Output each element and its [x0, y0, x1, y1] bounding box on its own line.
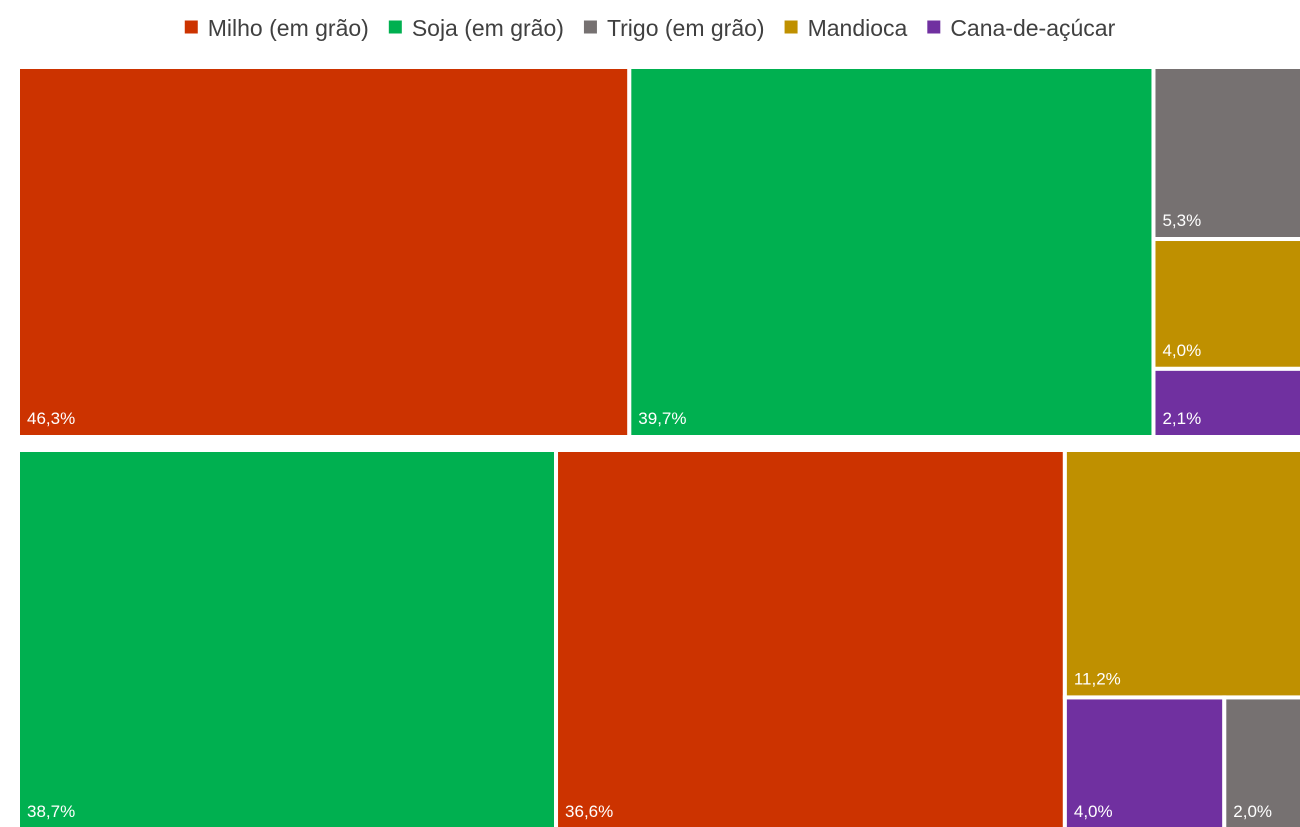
tile-label-mandioca-group-2: 11,2%: [1074, 669, 1121, 688]
tile-label-mandioca-group-1: 4,0%: [1162, 341, 1201, 360]
tile-label-trigo-em-grao-group-1: 5,3%: [1162, 211, 1201, 230]
treemap-group-1: 46,3% 39,7% 5,3% 4,0% 2,1%: [16, 65, 1300, 439]
tile-cana-de-acucar-group-2: [1062, 695, 1227, 827]
tile-soja-em-grao-group-1: [627, 65, 1156, 439]
tile-label-milho-em-grao-group-2: 36,6%: [565, 802, 613, 821]
treemap-tiles: 46,3% 39,7% 5,3% 4,0% 2,1% 38,7% 36,6% 11,2% 4,0…: [16, 65, 1300, 827]
tile-label-soja-em-grao-group-1: 39,7%: [638, 409, 686, 428]
tile-trigo-em-grao-group-1: [1151, 65, 1300, 242]
legend-swatch-soja-em-grao: [388, 20, 402, 34]
legend-item-trigo-em-grao: Trigo (em grão): [583, 15, 765, 41]
legend-label-milho-em-grao: Milho (em grão): [208, 15, 369, 41]
tile-cana-de-acucar-group-1: [1151, 366, 1300, 439]
legend-label-cana-de-acucar: Cana-de-açúcar: [950, 15, 1115, 41]
legend-item-milho-em-grao: Milho (em grão): [184, 15, 369, 41]
tile-trigo-em-grao-group-2: [1222, 695, 1300, 827]
tile-milho-em-grao-group-1: [16, 65, 632, 439]
legend-item-mandioca: Mandioca: [784, 15, 908, 41]
tile-mandioca-group-2: [1062, 448, 1300, 700]
legend-label-soja-em-grao: Soja (em grão): [412, 15, 564, 41]
legend-swatch-milho-em-grao: [184, 20, 198, 34]
legend-label-mandioca: Mandioca: [808, 15, 908, 41]
tile-mandioca-group-1: [1151, 237, 1300, 371]
legend-swatch-cana-de-acucar: [927, 20, 941, 34]
tile-label-trigo-em-grao-group-2: 2,0%: [1233, 802, 1272, 821]
tile-milho-em-grao-group-2: [554, 448, 1067, 827]
legend-swatch-trigo-em-grao: [583, 20, 597, 34]
tile-label-soja-em-grao-group-2: 38,7%: [27, 802, 75, 821]
treemap-group-2: 38,7% 36,6% 11,2% 4,0% 2,0%: [16, 448, 1300, 827]
legend: Milho (em grão) Soja (em grão) Trigo (em g…: [184, 15, 1116, 41]
legend-label-trigo-em-grao: Trigo (em grão): [607, 15, 765, 41]
legend-swatch-mandioca: [784, 20, 798, 34]
tile-label-milho-em-grao-group-1: 46,3%: [27, 409, 75, 428]
legend-item-soja-em-grao: Soja (em grão): [388, 15, 564, 41]
legend-item-cana-de-acucar: Cana-de-açúcar: [927, 15, 1116, 41]
tile-label-cana-de-acucar-group-2: 4,0%: [1074, 802, 1113, 821]
tile-label-cana-de-acucar-group-1: 2,1%: [1162, 409, 1201, 428]
tile-soja-em-grao-group-2: [16, 448, 559, 827]
